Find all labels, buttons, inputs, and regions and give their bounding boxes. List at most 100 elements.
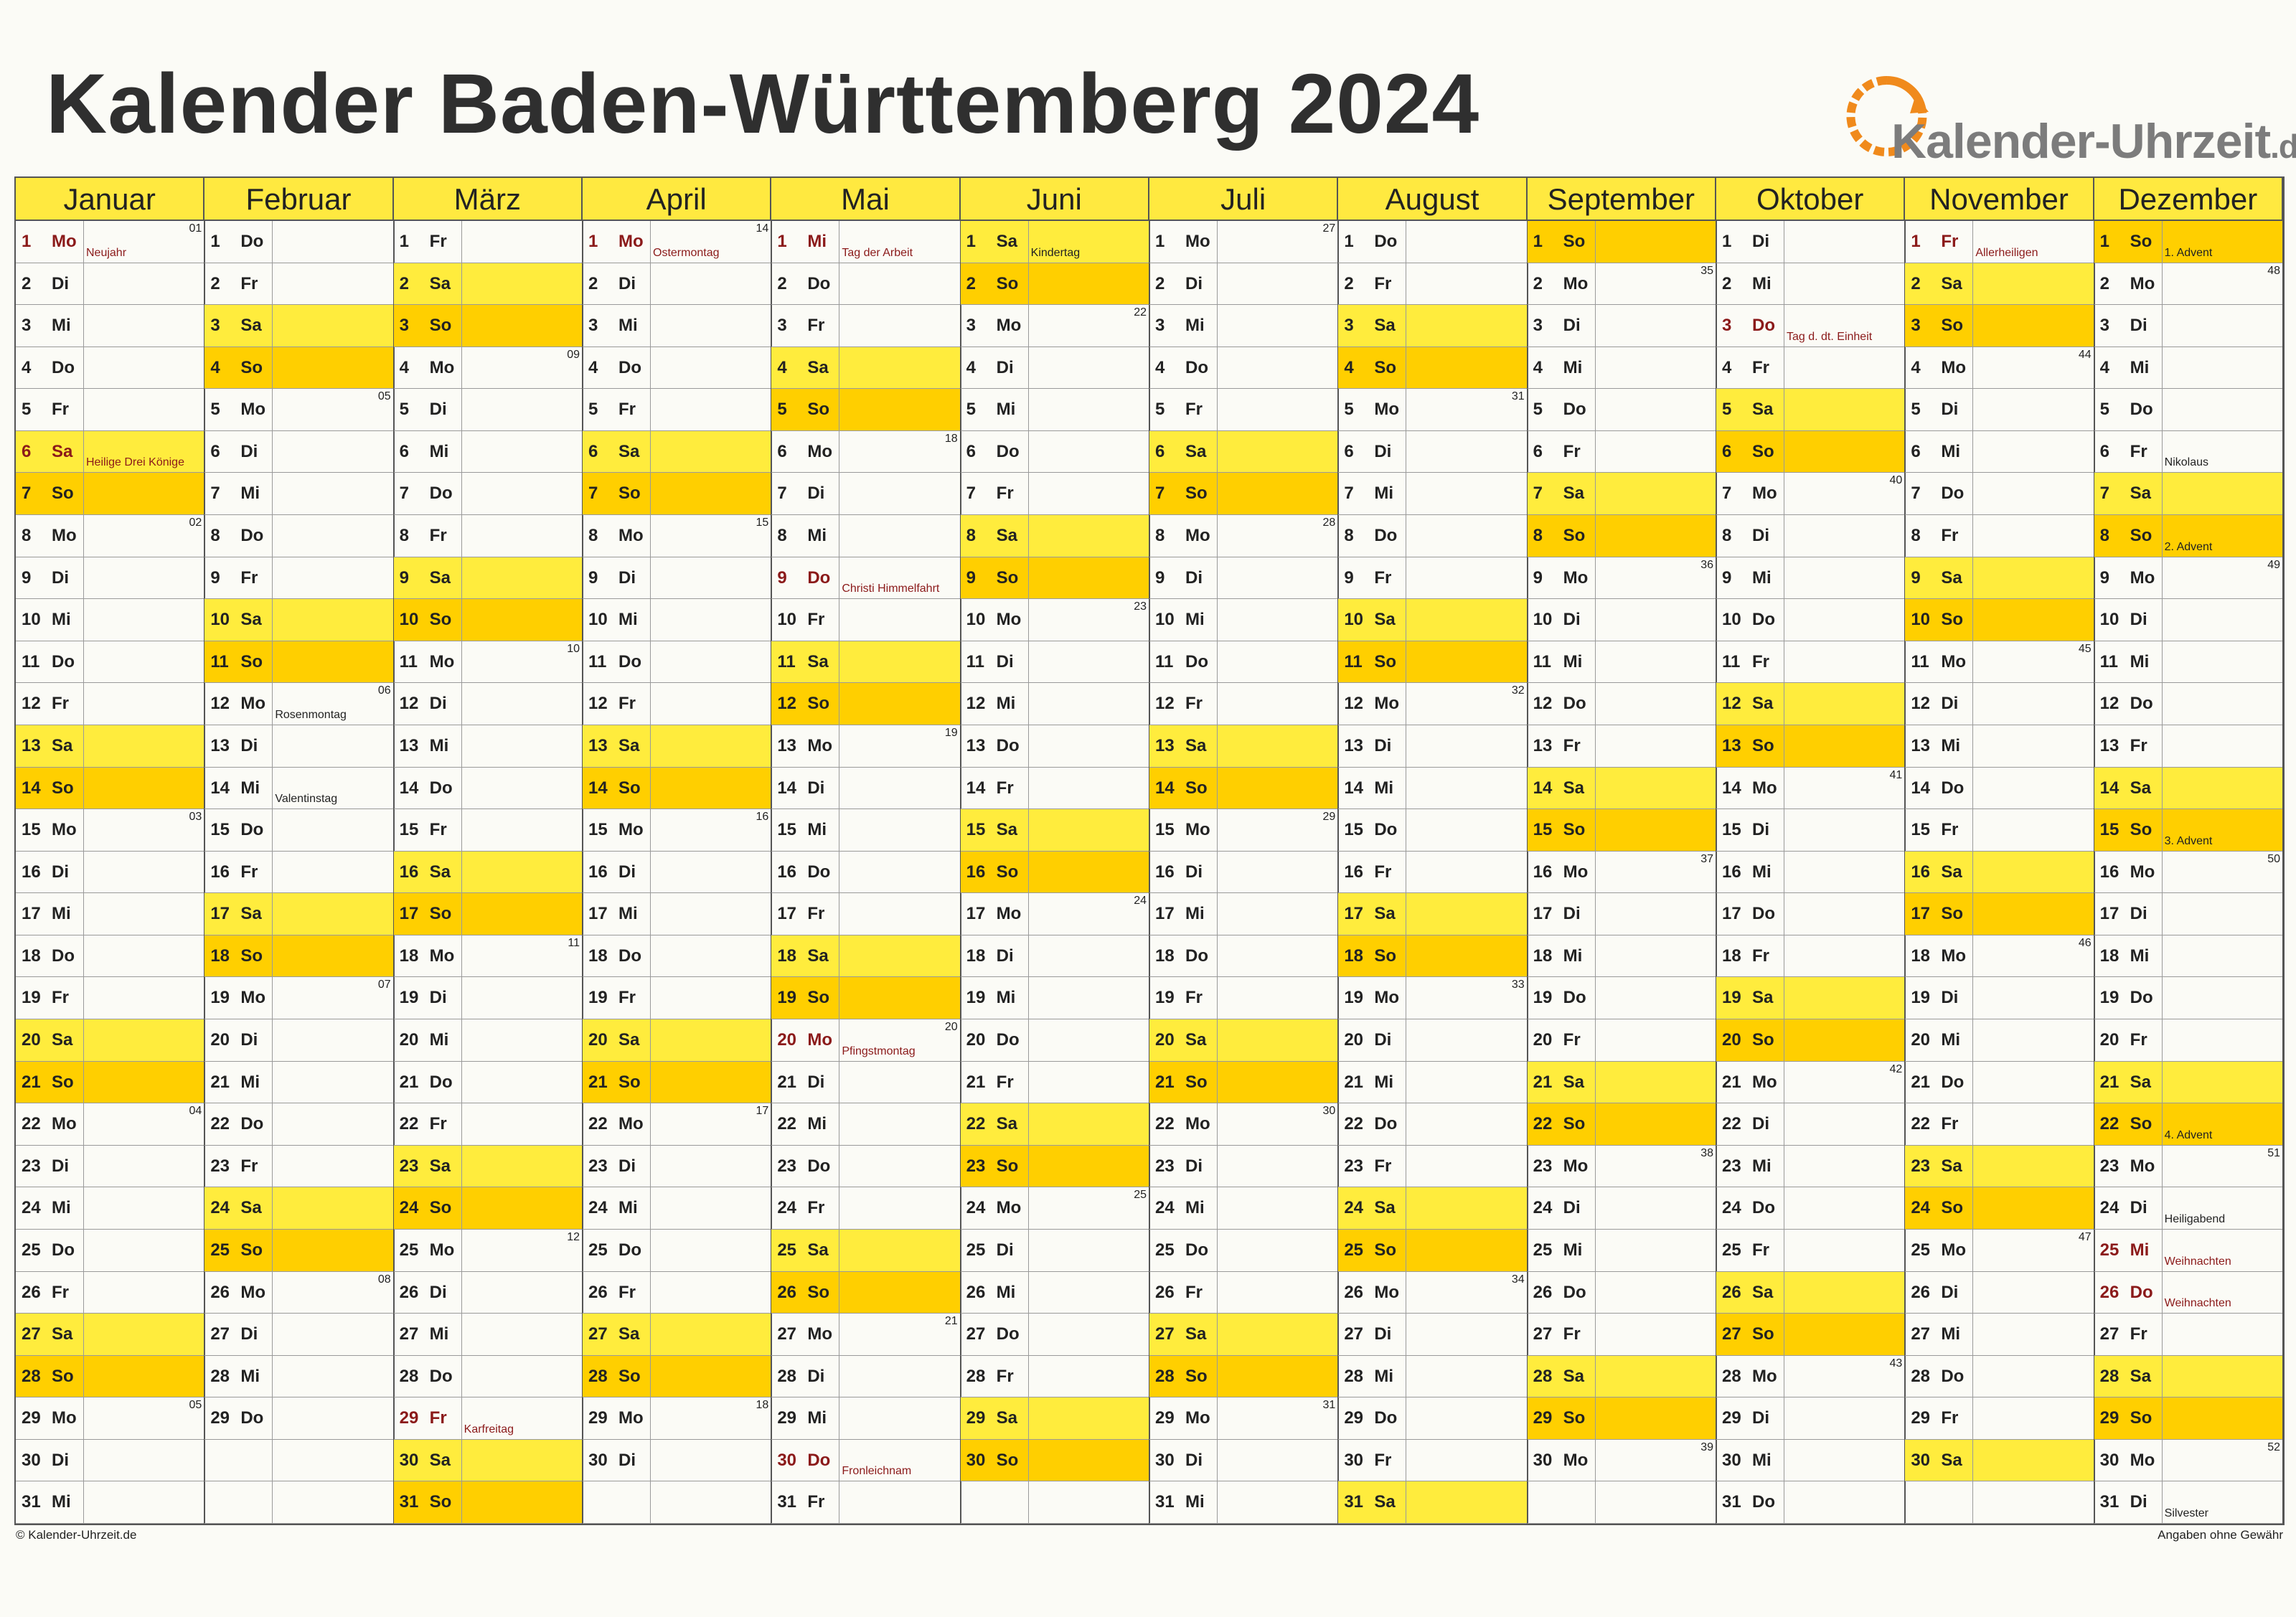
day-number: 5 (210, 400, 220, 420)
day-number: 10 (777, 610, 797, 630)
day-number: 12 (22, 694, 41, 714)
day-number: 7 (1533, 484, 1543, 504)
day-number: 21 (588, 1072, 608, 1092)
day-number: 15 (1155, 820, 1175, 840)
day-number: 5 (1155, 400, 1165, 420)
weekday-label: Mi (1563, 651, 1583, 671)
weekday-label: Mo (1374, 1282, 1399, 1302)
day-cell: 3 So (1905, 305, 2094, 347)
day-cell: 6 So (1716, 430, 1906, 473)
weekday-label: So (807, 1282, 829, 1302)
day-number: 12 (966, 694, 986, 714)
day-number: 6 (966, 441, 977, 461)
weekday-label: Fr (1374, 862, 1392, 882)
day-number: 9 (1722, 567, 1732, 588)
day-number: 30 (1722, 1450, 1741, 1470)
day-number: 14 (777, 778, 797, 798)
day-number: 25 (1911, 1240, 1931, 1260)
day-number: 10 (210, 610, 230, 630)
day-cell: 5 Fr (1149, 389, 1339, 431)
day-cell: 16 Mo 50 (2094, 851, 2283, 894)
day-number: 24 (777, 1198, 797, 1218)
weekday-label: Sa (52, 1030, 73, 1050)
day-cell: 22 Mi (771, 1103, 961, 1146)
day-number: 4 (1344, 357, 1354, 377)
day-cell: 29 Do (1338, 1397, 1528, 1440)
weekday-label: So (1752, 441, 1774, 461)
day-note: 4. Advent (2164, 1128, 2213, 1141)
day-cell: 21 Fr (960, 1061, 1149, 1104)
day-number: 16 (777, 862, 797, 882)
day-number: 28 (777, 1366, 797, 1386)
day-number: 26 (1722, 1282, 1741, 1302)
weekday-label: Mi (618, 904, 638, 924)
day-number: 5 (1722, 400, 1732, 420)
weekday-label: So (1374, 357, 1396, 377)
day-cell: 7 So (583, 473, 772, 516)
day-cell: 22 Do (1338, 1103, 1528, 1146)
day-number: 28 (1533, 1366, 1553, 1386)
day-number: 21 (966, 1072, 986, 1092)
weekday-label: Fr (618, 694, 636, 714)
weekday-label: Sa (1941, 862, 1962, 882)
day-number: 29 (1155, 1408, 1175, 1428)
day-number: 28 (2099, 1366, 2119, 1386)
weekday-label: Di (240, 735, 258, 755)
day-number: 7 (1344, 484, 1354, 504)
weekday-label: So (1563, 526, 1586, 546)
day-cell: 8 Fr (393, 515, 583, 557)
weekday-label: Sa (996, 1408, 1018, 1428)
weekday-label: Fr (1374, 273, 1392, 293)
day-cell: 31 Di Silvester (2094, 1481, 2283, 1524)
day-number: 21 (399, 1072, 419, 1092)
day-cell: 7 Di (771, 473, 961, 516)
week-number: 01 (189, 222, 202, 235)
weekday-label: Mi (807, 1408, 827, 1428)
day-number: 3 (399, 316, 410, 336)
weekday-label: Mi (996, 400, 1016, 420)
day-cell: 14 Do (1905, 767, 2094, 810)
day-cell: 22 Di (1716, 1103, 1906, 1146)
day-number: 15 (1722, 820, 1741, 840)
day-number: 30 (777, 1450, 797, 1470)
day-cell: 2 Do (771, 263, 961, 306)
weekday-label: Do (1941, 1072, 1965, 1092)
day-number: 14 (1722, 778, 1741, 798)
weekday-label: So (1941, 610, 1963, 630)
weekday-label: Di (1941, 988, 1959, 1008)
day-number: 3 (210, 316, 220, 336)
day-number: 17 (1155, 904, 1175, 924)
day-cell: 17 Fr (771, 893, 961, 935)
week-number: 15 (756, 517, 769, 529)
day-number: 17 (777, 904, 797, 924)
day-cell: 24 Di Heiligabend (2094, 1187, 2283, 1230)
day-note: Christi Himmelfahrt (842, 583, 940, 595)
day-number: 18 (1911, 946, 1931, 966)
weekday-label: Sa (1374, 1492, 1396, 1512)
day-cell: 29 Mi (771, 1397, 961, 1440)
day-cell: 27 Do (960, 1314, 1149, 1356)
day-cell: 5 Fr (583, 389, 772, 431)
week-number: 12 (567, 1230, 580, 1243)
weekday-label: Mo (2130, 862, 2155, 882)
day-cell: 9 Mo 49 (2094, 557, 2283, 600)
weekday-label: Sa (1563, 778, 1585, 798)
day-number: 26 (1911, 1282, 1931, 1302)
day-cell: 20 Fr (1527, 1019, 1716, 1062)
weekday-label: Mi (1752, 1450, 1772, 1470)
day-cell: 27 Mo 21 (771, 1314, 961, 1356)
day-cell: 21 Mi (204, 1061, 394, 1104)
day-cell: 13 Sa (1149, 725, 1339, 768)
day-number: 2 (966, 273, 977, 293)
day-cell: 2 Sa (393, 263, 583, 306)
weekday-label: Di (807, 1366, 825, 1386)
day-cell: 19 Mi (960, 977, 1149, 1020)
weekday-label: Fr (1563, 1030, 1581, 1050)
weekday-label: Di (52, 1156, 69, 1176)
day-number: 8 (399, 526, 410, 546)
weekday-label: Di (1185, 1450, 1203, 1470)
weekday-label: Di (1563, 316, 1581, 336)
weekday-label: Sa (1185, 735, 1207, 755)
weekday-label: Fr (1941, 526, 1959, 546)
weekday-label: Do (807, 862, 831, 882)
